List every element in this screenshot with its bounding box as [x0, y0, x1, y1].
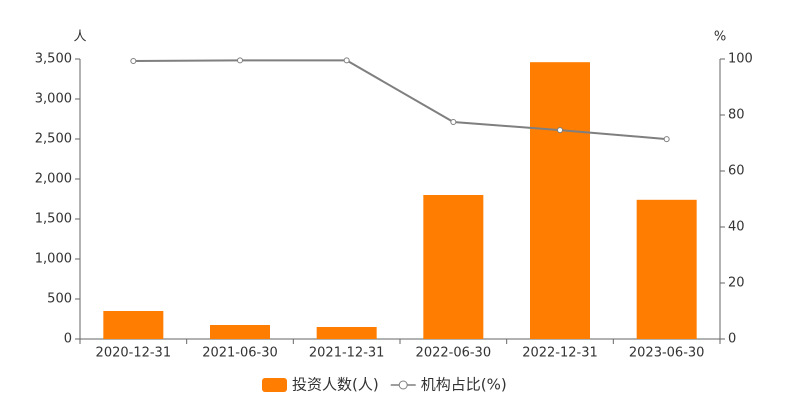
line-marker: [237, 57, 243, 64]
y-tick-label: 500: [47, 292, 72, 307]
x-tick-label: 2022-06-30: [416, 346, 492, 361]
x-tick-label: 2020-12-31: [96, 346, 172, 361]
y2-axis-unit: %: [714, 30, 726, 45]
line-marker: [130, 57, 137, 64]
bar: [316, 327, 377, 339]
y-tick-label: 1,500: [35, 212, 72, 227]
y2-tick-label: 80: [728, 108, 745, 123]
bar: [530, 62, 590, 339]
line: [133, 59, 667, 141]
y-tick-label: 3,000: [35, 92, 72, 107]
y2-tick-label: 60: [728, 164, 745, 179]
x-tick-label: 2021-06-30: [202, 346, 278, 361]
y2-tick-label: 0: [728, 332, 736, 347]
x-tick-label: 2023-06-30: [629, 346, 705, 361]
line-marker: [450, 119, 457, 125]
legend-label: 机构占比(%): [421, 376, 507, 394]
line-marker: [343, 57, 350, 64]
bar: [423, 195, 484, 339]
bar: [636, 199, 697, 339]
x-tick-label: 2022-12-31: [522, 346, 598, 361]
x-tick-label: 2021-12-31: [309, 346, 385, 361]
y2-tick-label: 20: [728, 276, 745, 291]
y-tick-label: 3,500: [35, 52, 72, 67]
line-marker: [663, 136, 670, 143]
legend-swatch: [398, 380, 408, 390]
y-tick-label: 1,000: [35, 252, 72, 267]
legend-swatch: [262, 378, 287, 392]
y-tick-label: 2,000: [35, 172, 72, 187]
y-axis-unit: 人: [73, 30, 86, 45]
bar: [210, 325, 270, 339]
legend-label: 投资人数(人): [292, 376, 379, 394]
bar: [103, 311, 164, 339]
y2-tick-label: 100: [728, 52, 753, 67]
line-marker: [557, 127, 563, 134]
y-tick-label: 0: [64, 332, 72, 347]
y2-tick-label: 40: [728, 220, 745, 235]
y-tick-label: 2,500: [35, 132, 72, 147]
